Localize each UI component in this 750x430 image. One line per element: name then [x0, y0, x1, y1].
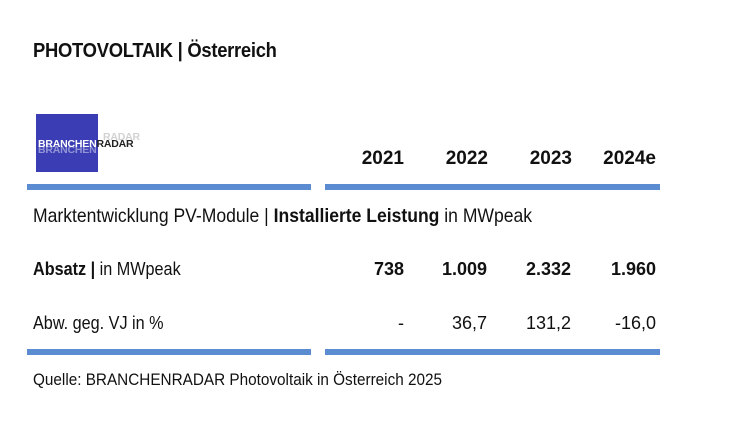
row-label: Abw. geg. VJ in % [33, 313, 164, 334]
table-cell: -16,0 [614, 313, 656, 333]
row-label-bold: Absatz | [33, 259, 96, 279]
year-header: 2021 [361, 148, 404, 169]
table-cell: 36,7 [451, 313, 487, 333]
logo-ghost-text: BRANCHEN [38, 144, 97, 156]
logo-text-branchen: BRANCHEN [38, 138, 97, 150]
subtitle-prefix: Marktentwicklung PV-Module | [33, 205, 274, 227]
table-cell: 2.332 [525, 259, 571, 279]
year-header: 2022 [445, 148, 488, 169]
header-rule-right [325, 184, 660, 190]
subtitle-bold: Installierte Leistung [273, 205, 440, 227]
table-cell: 1.009 [441, 259, 487, 279]
logo-ghost-text-2: RADAR [103, 131, 140, 143]
row-label-rest: in MWpeak [95, 259, 181, 279]
year-header: 2024e [603, 148, 656, 169]
table-subtitle: Marktentwicklung PV-Module | Installiert… [33, 205, 532, 228]
header-rule-left [27, 184, 311, 190]
table-cell: 1.960 [610, 259, 656, 279]
logo-text: BRANCHENRADAR [38, 138, 134, 150]
logo-box [36, 114, 98, 172]
table-cell: 131,2 [525, 313, 571, 333]
footer-rule-right [325, 349, 660, 355]
table-cell: - [398, 313, 404, 333]
source-note: Quelle: BRANCHENRADAR Photovoltaik in Ös… [33, 370, 443, 389]
logo-text-radar: RADAR [96, 138, 134, 150]
page-title: PHOTOVOLTAIK | Österreich [33, 40, 277, 62]
row-label: Absatz | in MWpeak [33, 259, 181, 280]
row-label-rest: Abw. geg. VJ in % [33, 313, 164, 333]
subtitle-suffix: in MWpeak [439, 205, 533, 227]
table-cell: 738 [373, 259, 404, 279]
footer-rule-left [27, 349, 311, 355]
year-header: 2023 [529, 148, 572, 169]
